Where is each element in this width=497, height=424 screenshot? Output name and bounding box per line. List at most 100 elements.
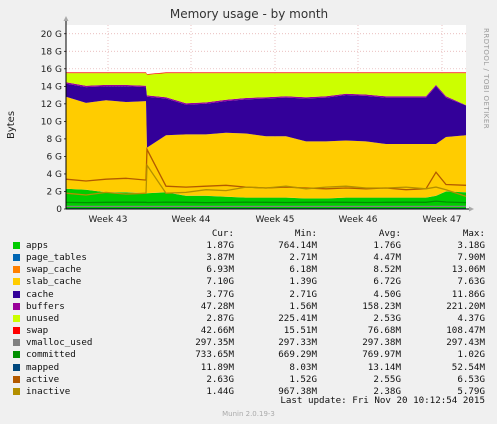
legend-swatch — [13, 302, 20, 310]
legend-name: slab_cache — [26, 276, 82, 288]
legend-row-swap: swap 42.66M 15.51M 76.68M 108.47M — [0, 325, 497, 337]
legend-swatch — [13, 327, 20, 335]
legend-min: 764.14M — [278, 240, 317, 251]
legend-name: vmalloc_used — [26, 337, 93, 349]
legend-avg: 13.14M — [367, 361, 401, 373]
legend-swatch — [13, 351, 20, 359]
legend-name: apps — [26, 240, 49, 251]
legend-max: 6.53G — [457, 373, 485, 385]
x-tick-label: Week 45 — [256, 215, 295, 225]
legend-row-vmalloc-used: vmalloc_used 297.35M 297.33M 297.38M 297.43M — [0, 337, 497, 349]
legend-max: 108.47M — [446, 325, 485, 337]
legend-cur: 3.87M — [206, 252, 234, 264]
legend-swatch — [13, 363, 20, 371]
legend-name: mapped — [26, 361, 60, 373]
legend-name: cache — [26, 288, 54, 300]
legend-avg: 2.55G — [373, 373, 401, 385]
legend-avg: 8.52M — [373, 264, 401, 276]
legend-swatch — [13, 278, 20, 286]
area-swap-cache — [66, 188, 466, 199]
legend-cur: 733.65M — [195, 349, 234, 361]
y-tick-label: 14 G — [41, 82, 62, 92]
legend-row-committed: committed 733.65M 669.29M 769.97M 1.02G — [0, 349, 497, 361]
legend-row-buffers: buffers 47.28M 1.56M 158.23M 221.20M — [0, 301, 497, 313]
x-tick-label: Week 44 — [172, 215, 211, 225]
y-tick-label: 18 G — [41, 47, 62, 57]
y-axis-label: Bytes — [6, 111, 17, 139]
y-tick-label: 10 G — [41, 117, 62, 127]
area-cache — [66, 83, 466, 148]
legend-min: 2.71G — [289, 288, 317, 300]
legend-swatch — [13, 254, 20, 262]
area-swap — [66, 72, 466, 75]
legend-row-apps: apps 1.87G 764.14M 1.76G 3.18G — [0, 240, 497, 252]
legend-swatch — [13, 266, 20, 274]
legend-max: 3.18G — [457, 240, 485, 251]
legend-row-swap-cache: swap_cache 6.93M 6.18M 8.52M 13.06M — [0, 264, 497, 276]
legend-min: 225.41M — [278, 312, 317, 324]
legend-name: committed — [26, 349, 76, 361]
legend-swatch — [13, 339, 20, 347]
legend-name: page_tables — [26, 252, 87, 264]
y-tick-label: 2 G — [46, 187, 62, 197]
y-tick-label: 16 G — [41, 65, 62, 75]
legend-cur: 2.63G — [206, 373, 234, 385]
legend-min: 8.03M — [289, 361, 317, 373]
legend-row-mapped: mapped 11.89M 8.03M 13.14M 52.54M — [0, 362, 497, 374]
y-tick-label: 0 — [56, 205, 62, 215]
y-tick-label: 12 G — [41, 100, 62, 110]
last-update: Last update: Fri Nov 20 10:12:54 2015 — [280, 395, 485, 406]
legend-row-slab-cache: slab_cache 7.10G 1.39G 6.72G 7.63G — [0, 276, 497, 288]
legend-cur: 11.89M — [200, 361, 234, 373]
chart-title: Memory usage - by month — [170, 7, 328, 21]
x-axis-arrow — [469, 206, 474, 212]
legend-name: swap — [26, 325, 49, 337]
legend-max: 13.06M — [451, 264, 485, 276]
legend-cur: 297.35M — [195, 337, 234, 349]
legend-header-max: Max: — [462, 228, 485, 239]
legend-swatch — [13, 290, 20, 298]
legend-avg: 4.50G — [373, 288, 401, 300]
legend-max: 297.43M — [446, 337, 485, 349]
legend-row-active: active 2.63G 1.52G 2.55G 6.53G — [0, 374, 497, 386]
line-inactive — [65, 163, 467, 198]
rrdtool-credit: RRDTOOL / TOBI OETIKER — [482, 28, 490, 129]
legend-min: 967.38M — [278, 385, 317, 397]
legend-cur: 1.44G — [206, 385, 234, 397]
legend-avg: 769.97M — [362, 349, 401, 361]
legend-cur: 7.10G — [206, 276, 234, 288]
legend-cur: 3.77G — [206, 288, 234, 300]
legend-row-inactive: inactive 1.44G 967.38M 2.38G 5.79G — [0, 386, 497, 398]
legend-avg: 76.68M — [367, 325, 401, 337]
x-tick-label: Week 43 — [89, 215, 128, 225]
legend-row-cache: cache 3.77G 2.71G 4.50G 11.86G — [0, 289, 497, 301]
legend-min: 1.56M — [289, 300, 317, 312]
legend-cur: 47.28M — [200, 300, 234, 312]
legend-swatch — [13, 242, 20, 249]
legend-min: 2.71M — [289, 252, 317, 264]
legend-name: swap_cache — [26, 264, 82, 276]
legend-row-page-tables: page_tables 3.87M 2.71M 4.47M 7.90M — [0, 252, 497, 264]
area-unused — [66, 73, 466, 106]
y-tick-label: 4 G — [46, 170, 62, 180]
legend-avg: 297.38M — [362, 337, 401, 349]
legend-header-cur: Cur: — [211, 228, 234, 239]
area-slab-cache — [66, 96, 466, 199]
legend-name: active — [26, 373, 60, 385]
munin-version: Munin 2.0.19-3 — [222, 410, 275, 418]
tick-labels: 0 2 G 4 G 6 G 8 G 10 G 12 G 14 G 16 G 18 G 20 G Wee… — [41, 30, 462, 225]
legend-max: 221.20M — [446, 300, 485, 312]
legend-name: buffers — [26, 300, 65, 312]
legend-header-min: Min: — [294, 228, 317, 239]
legend-max: 7.63G — [457, 276, 485, 288]
legend-max: 11.86G — [451, 288, 485, 300]
legend-cur: 1.87G — [206, 240, 234, 251]
memory-chart: Memory usage - by month Bytes RRDTOOL / … — [6, 7, 490, 225]
legend-name: inactive — [26, 385, 71, 397]
legend-swatch — [13, 387, 20, 395]
legend-max: 1.02G — [457, 349, 485, 361]
legend-avg: 4.47M — [373, 252, 401, 264]
legend-min: 1.52G — [289, 373, 317, 385]
line-committed — [65, 200, 467, 204]
legend-avg: 2.38G — [373, 385, 401, 397]
